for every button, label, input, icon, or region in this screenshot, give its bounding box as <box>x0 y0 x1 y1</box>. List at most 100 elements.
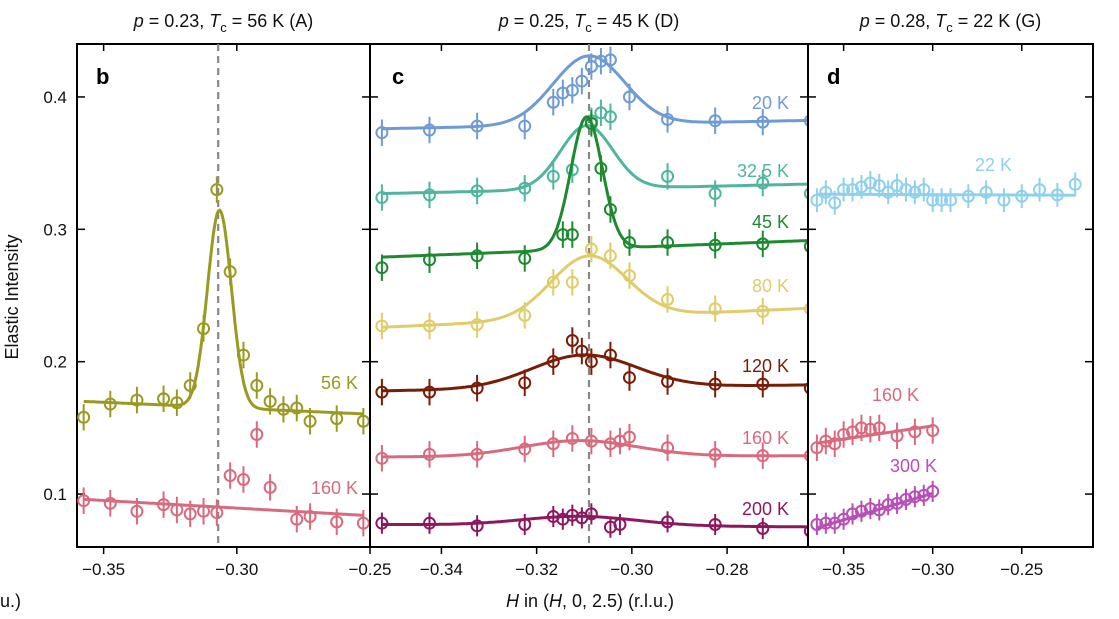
data-point <box>863 502 877 516</box>
data-point <box>157 392 171 406</box>
data-point <box>622 371 636 385</box>
data-point <box>1033 183 1047 197</box>
data-point <box>708 377 722 391</box>
data-point <box>103 496 117 510</box>
fit-curve <box>83 208 364 416</box>
panel-title: p = 0.28, Tc = 22 K (G) <box>859 11 1042 35</box>
data-point <box>1015 189 1029 203</box>
data-point <box>661 169 675 183</box>
data-point <box>290 401 304 415</box>
data-point <box>863 422 877 436</box>
data-point <box>236 472 250 486</box>
data-point <box>899 492 913 506</box>
data-point <box>584 355 598 369</box>
data-point <box>423 319 437 333</box>
data-point <box>622 236 636 250</box>
x-tick-label: −0.35 <box>82 560 125 579</box>
data-point <box>575 74 589 88</box>
panel-d: −0.35 −0.30 −0.25 p = 0.28, Tc = 22 K (G) d 2… <box>807 11 1094 579</box>
data-point <box>846 183 860 197</box>
data-point <box>594 54 608 68</box>
data-point <box>518 181 532 195</box>
data-point <box>603 53 617 67</box>
data-point <box>881 185 895 199</box>
data-point <box>375 451 389 465</box>
data-point <box>854 504 868 518</box>
data-point <box>518 308 532 322</box>
data-point <box>77 410 91 424</box>
series-label: 120 K <box>742 356 789 376</box>
data-point <box>1068 177 1082 191</box>
data-point <box>423 253 437 267</box>
fit-curve <box>83 497 364 517</box>
series-label: 22 K <box>975 155 1012 175</box>
data-point <box>250 379 264 393</box>
data-point <box>803 187 808 200</box>
data-point <box>756 377 770 391</box>
data-point <box>210 506 224 520</box>
data-point <box>622 90 636 104</box>
series-label: 56 K <box>321 373 358 393</box>
cutoff-axis-label: u.) <box>0 591 21 611</box>
data-point <box>210 183 224 197</box>
data-point <box>803 449 808 462</box>
data-point <box>661 112 675 126</box>
data-point <box>803 382 808 395</box>
data-point <box>330 515 344 529</box>
x-tick-label: −0.35 <box>822 560 865 579</box>
data-point <box>708 114 722 128</box>
data-point <box>330 412 344 426</box>
data-point <box>290 512 304 526</box>
data-point <box>546 95 560 109</box>
data-point <box>565 275 579 289</box>
data-point <box>103 397 117 411</box>
data-point <box>565 334 579 348</box>
data-point <box>594 161 608 175</box>
data-point <box>603 249 617 263</box>
data-point <box>183 379 197 393</box>
data-point <box>197 322 211 336</box>
data-point <box>375 516 389 530</box>
fit-curve <box>816 424 933 445</box>
data-point <box>546 355 560 369</box>
data-point <box>375 319 389 333</box>
series-label: 32.5 K <box>737 161 789 181</box>
data-point <box>518 376 532 390</box>
plot-body <box>375 44 808 547</box>
data-point <box>223 265 237 279</box>
data-point <box>846 507 860 521</box>
data-point <box>756 115 770 129</box>
data-point <box>828 437 842 451</box>
panel-letter: c <box>392 64 404 89</box>
data-point <box>518 251 532 265</box>
data-point <box>890 429 904 443</box>
series-label: 20 K <box>752 93 789 113</box>
data-point <box>613 517 627 531</box>
data-point <box>584 434 598 448</box>
data-point <box>276 402 290 416</box>
y-tick-label: 0.2 <box>43 353 67 372</box>
data-point <box>803 240 808 253</box>
panel-c: −0.34 −0.32 −0.30 −0.28 p = 0.25, Tc = 45 K … <box>369 11 809 579</box>
data-point <box>854 421 868 435</box>
data-point <box>837 183 851 197</box>
x-tick-label: −0.32 <box>515 560 558 579</box>
data-point <box>546 275 560 289</box>
data-point <box>863 176 877 190</box>
y-tick-label: 0.1 <box>43 485 67 504</box>
data-point <box>375 261 389 275</box>
data-point <box>926 484 940 498</box>
data-point <box>926 424 940 438</box>
data-point <box>603 348 617 362</box>
data-point <box>837 427 851 441</box>
series-label: 160 K <box>742 428 789 448</box>
data-point <box>997 193 1011 207</box>
data-point <box>708 302 722 316</box>
data-point <box>935 193 949 207</box>
data-point <box>756 304 770 318</box>
data-point <box>250 427 264 441</box>
x-tick-label: −0.30 <box>215 560 258 579</box>
panel-title: p = 0.25, Tc = 45 K (D) <box>498 11 680 35</box>
plot-body <box>77 44 370 547</box>
